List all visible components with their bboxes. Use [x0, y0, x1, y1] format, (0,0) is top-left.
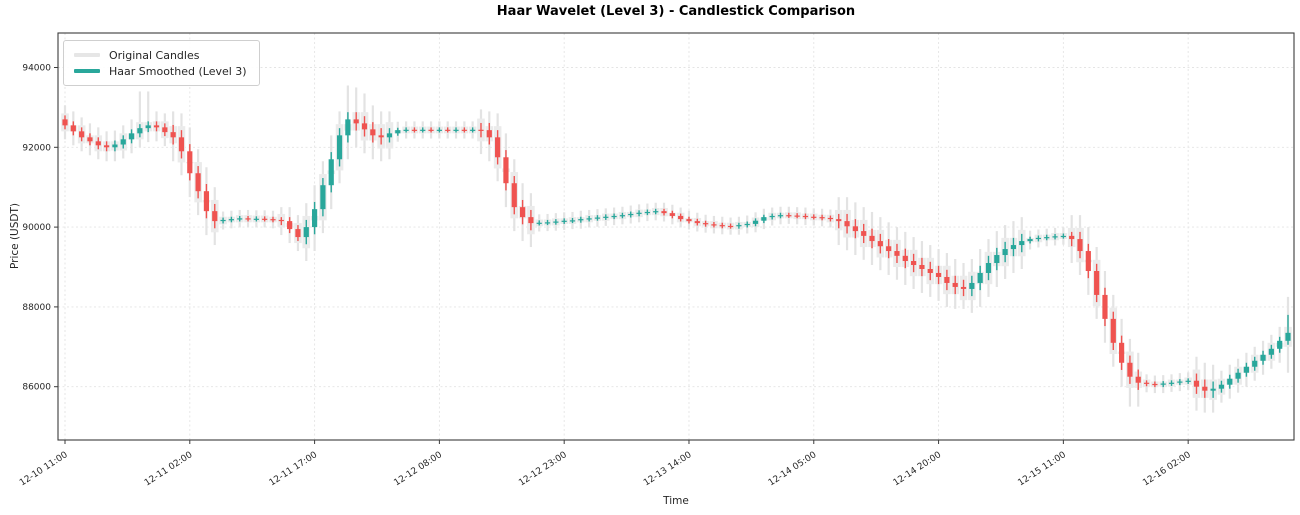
- plot-border: [57, 32, 1295, 441]
- original-candles-swatch: [74, 53, 100, 57]
- x-axis-ticks: 12-10 11:00 12-11 02:00 12-11 17:00 12-12 0…: [18, 440, 1193, 488]
- legend-label-original: Original Candles: [109, 48, 200, 62]
- svg-text:12-13 14:00: 12-13 14:00: [642, 450, 694, 488]
- x-axis-label: Time: [663, 495, 689, 507]
- svg-text:12-14 05:00: 12-14 05:00: [767, 450, 819, 488]
- svg-text:92000: 92000: [22, 143, 51, 153]
- y-axis-ticks: 86000 88000 90000 92000 94000: [22, 64, 58, 393]
- haar-smoothed-swatch: [74, 69, 100, 73]
- legend-item-smoothed: Haar Smoothed (Level 3): [74, 63, 247, 79]
- svg-text:12-16 02:00: 12-16 02:00: [1141, 450, 1193, 488]
- svg-text:90000: 90000: [22, 223, 51, 233]
- legend-label-smoothed: Haar Smoothed (Level 3): [109, 64, 247, 78]
- svg-text:12-10 11:00: 12-10 11:00: [18, 450, 70, 488]
- legend: Original Candles Haar Smoothed (Level 3): [63, 40, 260, 86]
- svg-text:94000: 94000: [22, 64, 51, 74]
- smoothed-candles-layer: [62, 112, 1291, 398]
- svg-text:12-11 02:00: 12-11 02:00: [143, 450, 195, 488]
- legend-item-original: Original Candles: [74, 47, 247, 63]
- svg-text:12-15 11:00: 12-15 11:00: [1016, 450, 1068, 488]
- svg-text:12-14 20:00: 12-14 20:00: [892, 450, 944, 488]
- svg-text:12-12 23:00: 12-12 23:00: [517, 450, 569, 488]
- svg-text:88000: 88000: [22, 303, 51, 313]
- chart-title: Haar Wavelet (Level 3) - Candlestick Com…: [496, 4, 856, 19]
- original-candles-layer: [61, 85, 1292, 413]
- svg-text:12-11 17:00: 12-11 17:00: [268, 450, 320, 488]
- svg-text:12-12 08:00: 12-12 08:00: [392, 450, 444, 488]
- svg-text:86000: 86000: [22, 383, 51, 393]
- grid-lines: [58, 33, 1294, 440]
